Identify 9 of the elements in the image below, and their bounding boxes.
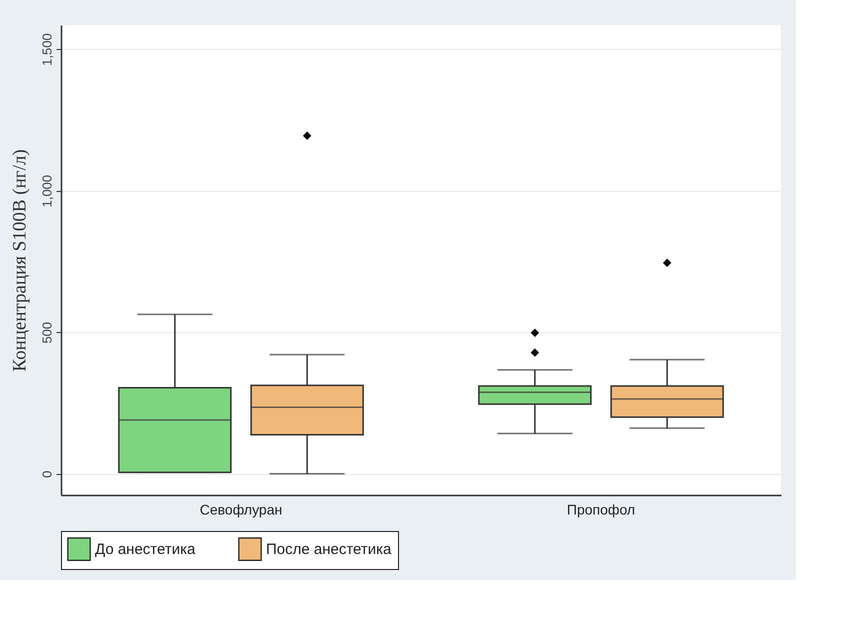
y-axis-title: Концентрация S100B (нг/л) (10, 149, 30, 372)
y-tick-label: 1,500 (40, 33, 54, 66)
y-tick-label: 500 (40, 322, 54, 344)
legend-label: После анестетика (266, 541, 392, 558)
x-tick-label: Севофлуран (200, 502, 282, 518)
legend-label: До анестетика (95, 541, 196, 558)
y-tick-label: 1,000 (40, 174, 54, 208)
x-tick-label: Пропофол (566, 502, 636, 518)
y-tick-label: 0 (40, 470, 54, 478)
